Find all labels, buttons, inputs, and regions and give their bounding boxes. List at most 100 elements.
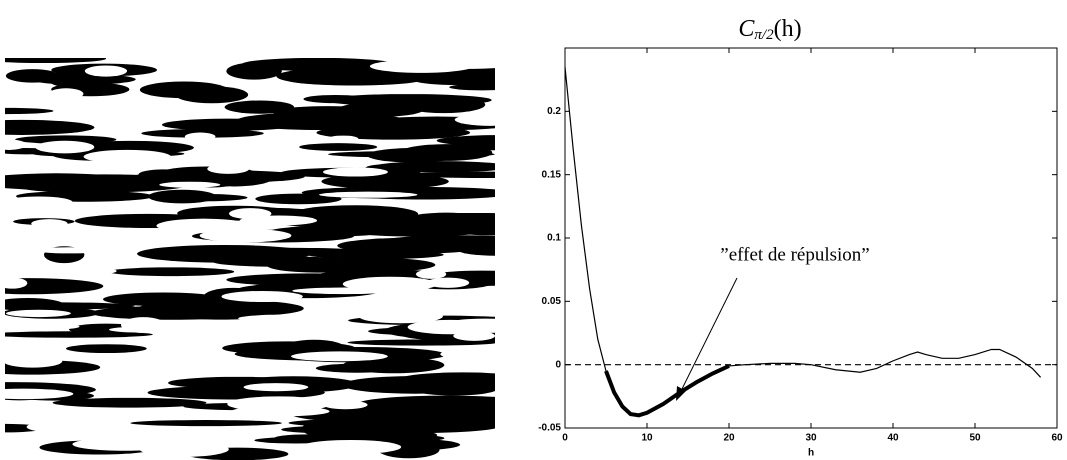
x-tick-label: 50 xyxy=(969,433,981,444)
texture-hole xyxy=(300,439,402,455)
annotation-arrowhead xyxy=(676,386,686,401)
texture-blob xyxy=(5,107,54,115)
texture-blob xyxy=(5,278,104,295)
texture-hole xyxy=(35,140,95,154)
texture-hole xyxy=(5,139,27,150)
texture-hole xyxy=(184,132,216,141)
texture-blob xyxy=(151,193,248,202)
texture-hole xyxy=(5,309,71,318)
texture-hole xyxy=(5,196,73,208)
y-tick-label: -0.05 xyxy=(538,423,561,434)
chart-title: Cπ/2(h) xyxy=(738,16,801,44)
x-tick-label: 0 xyxy=(562,433,568,444)
texture-hole xyxy=(83,149,171,164)
x-axis-label: h xyxy=(808,448,814,459)
y-tick-label: 0.15 xyxy=(542,169,562,180)
texture-blob xyxy=(270,226,387,237)
texture-hole xyxy=(440,348,495,361)
texture-blob xyxy=(66,344,147,354)
texture-blob xyxy=(235,112,406,131)
annotation-arrow xyxy=(679,277,738,394)
texture-hole xyxy=(5,229,69,243)
texture-blob xyxy=(409,212,483,224)
x-tick-label: 60 xyxy=(1051,433,1063,444)
texture-blob xyxy=(276,67,416,86)
texture-hole xyxy=(5,354,63,368)
texture-blob xyxy=(403,378,473,392)
texture-blob xyxy=(328,150,495,158)
texture-blob xyxy=(292,205,419,223)
texture-hole xyxy=(323,400,368,410)
texture-blob xyxy=(317,428,438,442)
texture-hole xyxy=(72,437,177,451)
texture-hole xyxy=(327,135,359,142)
texture-hole xyxy=(97,119,157,130)
texture-hole xyxy=(300,313,333,330)
texture-hole xyxy=(342,276,438,292)
texture-blob xyxy=(309,257,436,273)
texture-hole xyxy=(31,219,68,229)
texture-blob xyxy=(5,302,135,310)
texture-blob xyxy=(449,83,495,91)
binary-texture-image xyxy=(5,58,495,460)
y-tick-label: 0.2 xyxy=(547,106,561,117)
texture-blob xyxy=(29,74,136,85)
texture-hole xyxy=(5,277,28,289)
texture-blob xyxy=(5,58,107,64)
texture-hole xyxy=(229,208,272,220)
texture-blob xyxy=(299,143,378,151)
texture-blob xyxy=(457,243,495,256)
texture-blob xyxy=(137,244,312,263)
texture-blob xyxy=(321,173,449,189)
texture-hole xyxy=(5,322,80,331)
texture-hole xyxy=(159,181,221,188)
texture-blob xyxy=(15,135,117,144)
title-suffix: (h) xyxy=(774,16,802,42)
texture-blob xyxy=(315,363,398,373)
title-main: C xyxy=(738,16,755,42)
texture-blob xyxy=(196,169,273,187)
texture-blob xyxy=(5,119,95,135)
texture-blob xyxy=(436,135,495,147)
texture-blob xyxy=(303,94,368,104)
texture-blob xyxy=(388,402,495,413)
texture-blob xyxy=(227,103,277,111)
texture-hole xyxy=(428,205,489,212)
data-line xyxy=(564,66,1042,416)
texture-hole xyxy=(5,388,74,400)
texture-blob xyxy=(322,94,492,107)
texture-hole xyxy=(426,277,470,288)
texture-hole xyxy=(310,298,374,313)
texture-hole xyxy=(453,330,495,341)
texture-hole xyxy=(227,396,331,412)
title-subscript: π/2 xyxy=(754,27,774,43)
highlight-line xyxy=(604,364,730,418)
annotation: ”effet de répulsion” xyxy=(720,244,869,265)
texture-hole xyxy=(26,420,111,434)
texture-blob xyxy=(138,169,189,180)
texture-blob xyxy=(347,339,495,346)
texture-hole xyxy=(34,247,105,254)
texture-blob xyxy=(337,237,489,254)
y-tick-label: 0 xyxy=(555,359,561,370)
y-tick-label: 0.1 xyxy=(547,233,561,244)
texture-hole xyxy=(120,317,166,333)
texture-blob xyxy=(139,81,228,99)
texture-blob xyxy=(52,397,207,408)
texture-hole xyxy=(29,92,63,104)
texture-hole xyxy=(358,309,443,324)
texture-blob xyxy=(183,305,231,316)
texture-blobs xyxy=(5,58,495,460)
texture-blob xyxy=(108,267,235,277)
texture-blob xyxy=(288,418,449,428)
texture-hole xyxy=(319,191,418,198)
texture-blob xyxy=(130,420,282,427)
x-tick-label: 10 xyxy=(641,433,653,444)
y-tick-label: 0.05 xyxy=(542,296,562,307)
texture-hole xyxy=(207,163,250,174)
texture-hole xyxy=(78,267,117,275)
x-tick-label: 30 xyxy=(805,433,817,444)
texture-hole xyxy=(84,65,128,77)
texture-hole xyxy=(243,383,309,392)
